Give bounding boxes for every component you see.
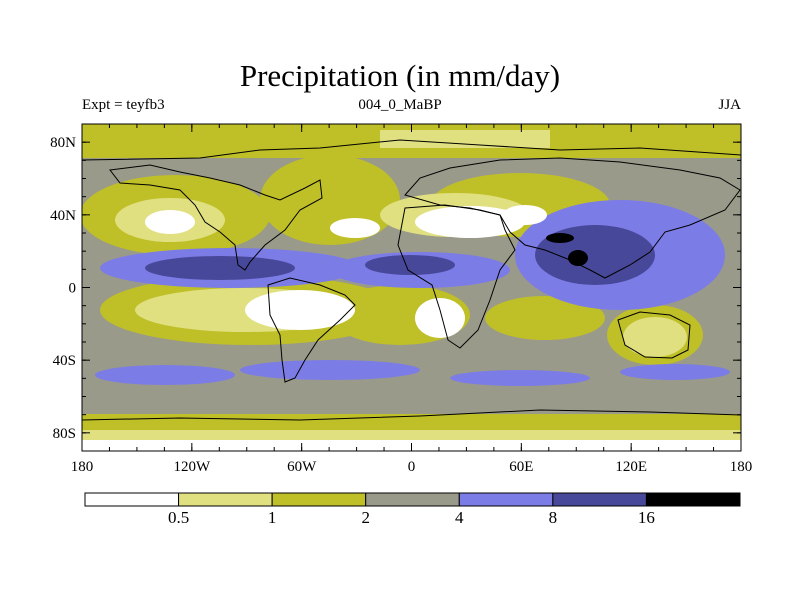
lat-tick-label: 0 <box>69 281 77 297</box>
lon-tick-label: 60W <box>287 459 317 475</box>
east-pacific-dry <box>245 290 355 330</box>
southern-ocean-blue-4 <box>620 364 730 380</box>
lat-tick-label: 80N <box>50 135 76 151</box>
map-title: Precipitation (in mm/day) <box>239 58 561 93</box>
north-pacific-dry <box>145 210 195 234</box>
season-label: JJA <box>718 97 741 113</box>
antarctica-coast <box>82 409 741 421</box>
legend-swatch <box>271 492 367 507</box>
lon-tick-label: 180 <box>730 459 753 475</box>
southern-ocean-blue-3 <box>450 370 590 386</box>
legend-swatch <box>458 492 554 507</box>
map-plot-area <box>82 124 741 451</box>
lon-tick-label: 120W <box>173 459 211 475</box>
itcz-pacific-dark <box>145 256 295 280</box>
australia-light <box>623 317 687 357</box>
legend-label: 8 <box>549 508 558 527</box>
monsoon-peak-black-2 <box>546 233 574 243</box>
time-label: 004_0_MaBP <box>358 97 442 113</box>
experiment-label: Expt = teyfb3 <box>82 97 165 113</box>
lat-tick-label: 80S <box>53 426 76 442</box>
legend-swatch <box>178 492 273 507</box>
indian-ocean-yellow <box>485 296 605 340</box>
legend-label: 4 <box>455 508 464 527</box>
antarctic-band-light <box>82 430 741 442</box>
legend-swatch <box>552 492 647 507</box>
south-atlantic-dry <box>415 298 465 338</box>
eurasia-coast <box>404 157 741 279</box>
lon-tick-label: 120E <box>615 459 647 475</box>
south-america-coast <box>267 277 356 383</box>
color-legend: 0.5 1 2 4 8 16 <box>84 492 741 527</box>
lon-tick-label: 180 <box>71 459 94 475</box>
lat-tick-label: 40N <box>50 208 76 224</box>
coastlines <box>82 139 741 421</box>
north-america-coast <box>109 164 323 271</box>
itcz-atlantic-dark <box>365 255 455 275</box>
axis-ticks: 80N 40N 0 40S 80S 180 120W 60W 0 60E 120E 180 <box>50 123 753 475</box>
southern-ocean-blue-1 <box>95 365 235 385</box>
legend-label: 0.5 <box>168 508 189 527</box>
lon-tick-label: 60E <box>509 459 533 475</box>
lat-tick-label: 40S <box>53 353 76 369</box>
legend-label: 16 <box>638 508 655 527</box>
legend-swatch <box>645 492 741 507</box>
australia-coast <box>617 311 691 359</box>
legend-label: 1 <box>268 508 277 527</box>
legend-label: 2 <box>361 508 370 527</box>
arabia-dry <box>503 205 547 225</box>
legend-swatch <box>84 492 180 507</box>
lon-tick-label: 0 <box>408 459 416 475</box>
atlantic-dry <box>330 218 380 238</box>
arctic-band-light <box>380 130 550 148</box>
legend-swatch <box>365 492 460 507</box>
southern-ocean-blue-2 <box>240 360 420 380</box>
arctic-coast <box>82 139 741 161</box>
